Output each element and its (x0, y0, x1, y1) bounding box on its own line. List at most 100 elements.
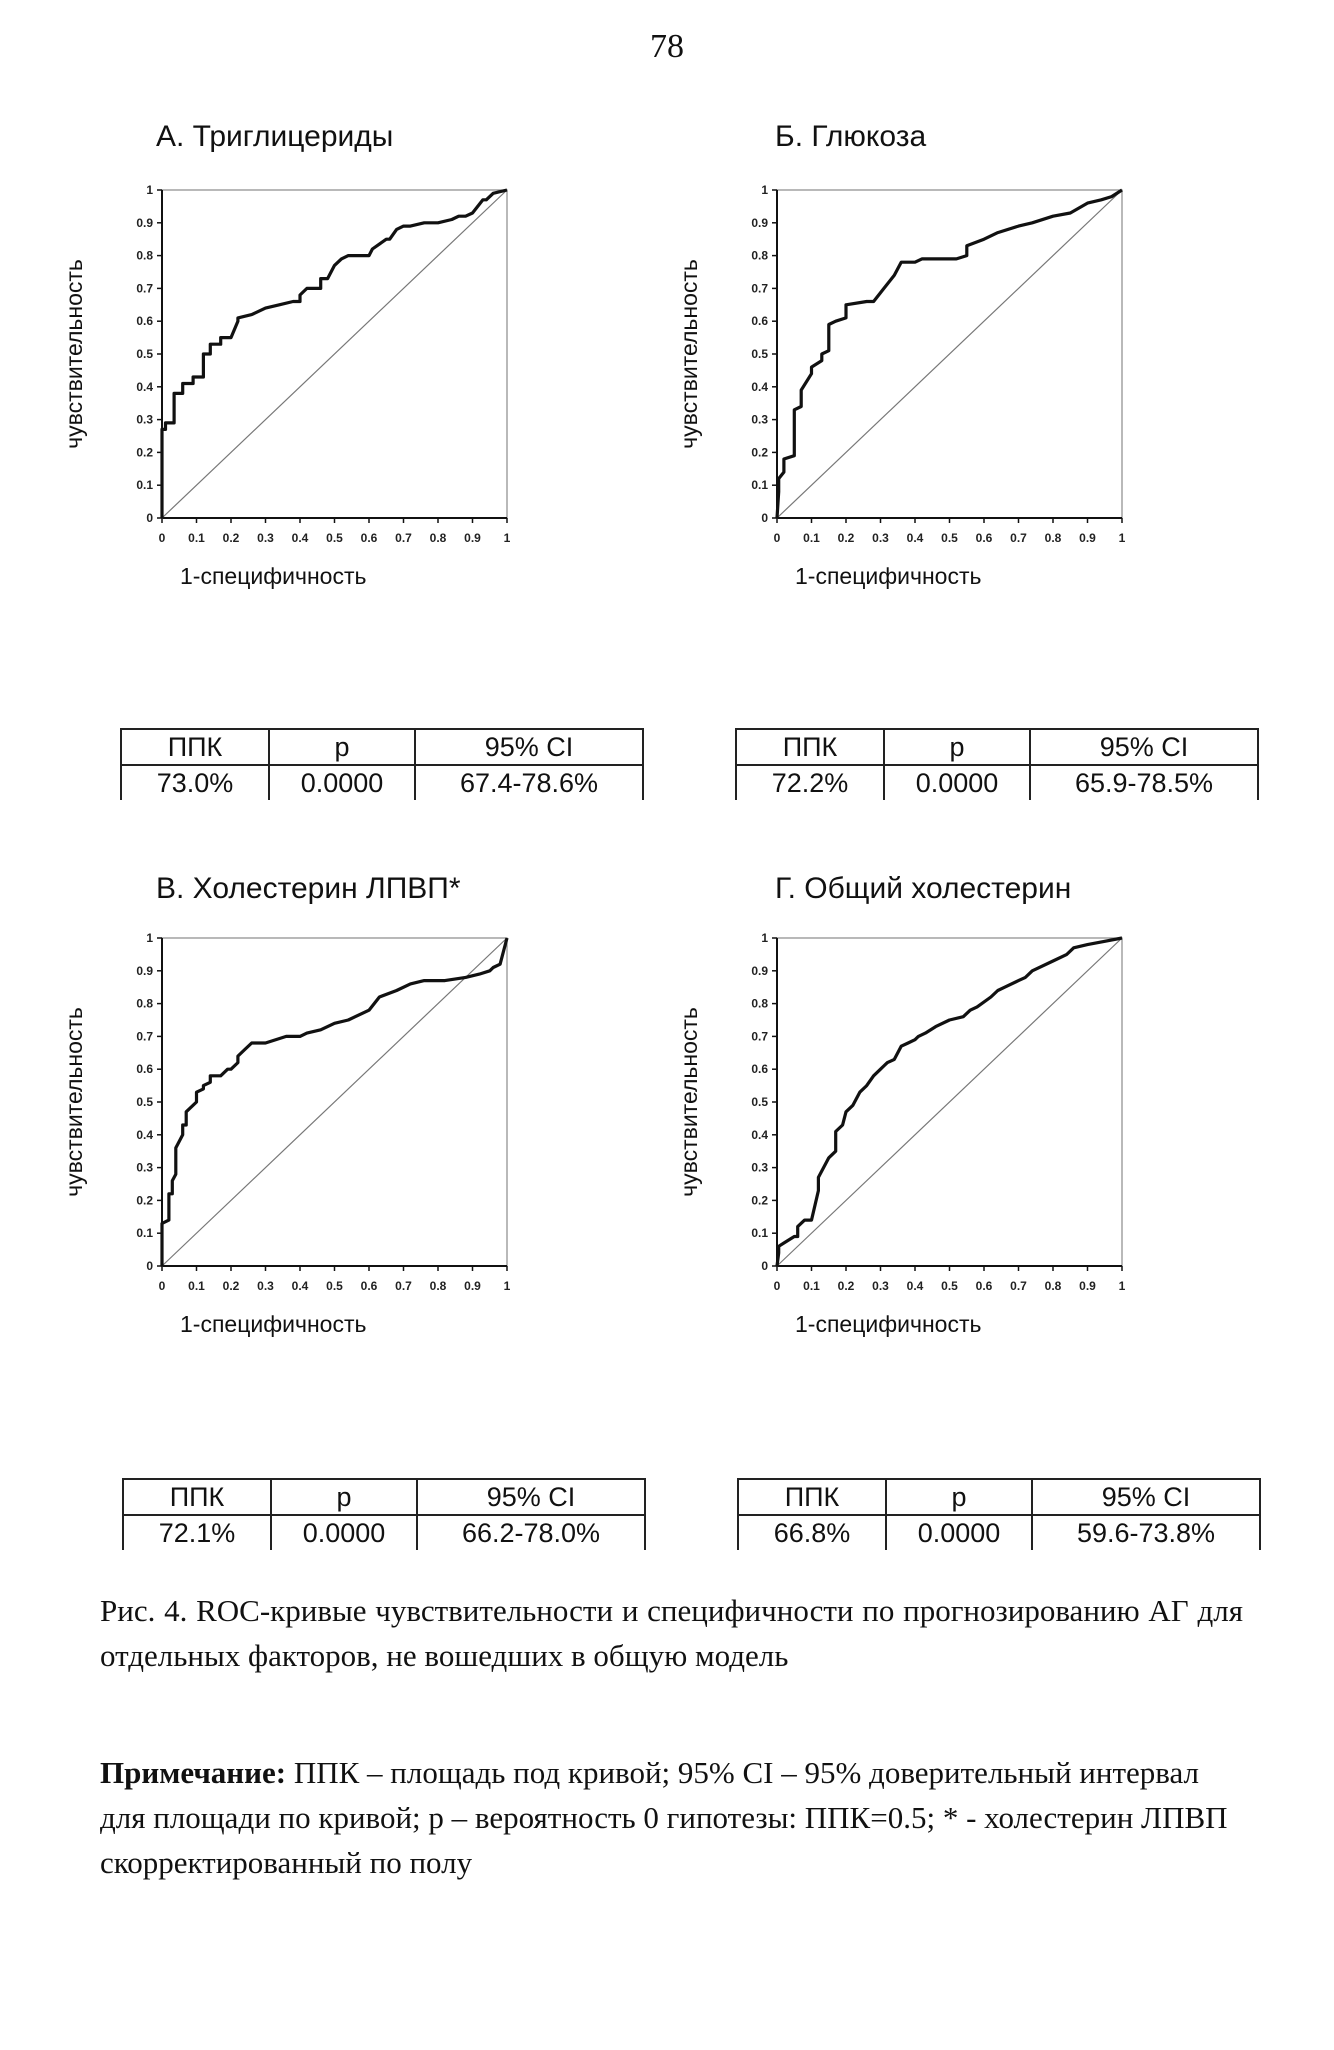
table-cell-p: 0.0000 (268, 764, 416, 800)
y-tick-label: 0 (146, 511, 153, 525)
y-tick-label: 0 (761, 511, 768, 525)
table-header-auc: ППК (120, 728, 270, 766)
y-tick-label: 0.4 (136, 1128, 153, 1142)
y-tick-label: 0.1 (751, 1226, 768, 1240)
stats-table-c: ППК p 95% CI 72.1% 0.0000 66.2-78.0% (122, 1478, 646, 1550)
panel-title-d: Г. Общий холестерин (775, 872, 1072, 905)
y-tick-label: 0.2 (751, 445, 768, 459)
table-cell-auc: 72.1% (122, 1514, 272, 1550)
x-tick-label: 0.7 (395, 531, 412, 545)
x-tick-label: 0.9 (464, 531, 481, 545)
roc-curve-line (160, 937, 509, 1266)
x-tick-label: 0.6 (976, 531, 993, 545)
roc-curve-line (775, 188, 1123, 519)
x-tick-label: 0.8 (1045, 531, 1062, 545)
table-cell-ci: 66.2-78.0% (416, 1514, 646, 1550)
x-tick-label: 0.5 (326, 1279, 343, 1293)
x-tick-label: 0.4 (292, 1279, 309, 1293)
y-tick-label: 0.1 (136, 478, 153, 492)
y-tick-label: 0.7 (751, 1029, 768, 1043)
y-tick-label: 0.3 (136, 1161, 153, 1175)
x-tick-label: 0.1 (188, 531, 205, 545)
reference-diagonal-line (776, 937, 1123, 1267)
x-tick-label: 0.9 (464, 1279, 481, 1293)
x-tick-label: 1 (1119, 531, 1126, 545)
y-tick-label: 0.8 (751, 249, 768, 263)
x-tick-label: 0.6 (361, 531, 378, 545)
y-tick-label: 0.1 (136, 1226, 153, 1240)
x-tick-label: 0.1 (803, 1279, 820, 1293)
y-tick-label: 0.2 (751, 1193, 768, 1207)
table-cell-auc: 72.2% (735, 764, 885, 800)
table-header-auc: ППК (735, 728, 885, 766)
y-tick-label: 0.9 (136, 964, 153, 978)
y-tick-label: 1 (146, 183, 153, 197)
table-cell-ci: 65.9-78.5% (1029, 764, 1259, 800)
y-tick-label: 0.5 (136, 347, 153, 361)
x-tick-label: 0 (159, 531, 166, 545)
x-tick-label: 0.9 (1079, 1279, 1096, 1293)
y-tick-label: 0.4 (751, 1128, 768, 1142)
x-tick-label: 0.8 (430, 531, 447, 545)
y-tick-label: 0 (761, 1259, 768, 1273)
x-tick-label: 1 (1119, 1279, 1126, 1293)
x-tick-label: 0 (774, 1279, 781, 1293)
x-tick-label: 0.5 (941, 1279, 958, 1293)
y-tick-label: 0.4 (751, 380, 768, 394)
table-header-p: p (883, 728, 1031, 766)
x-tick-label: 0.7 (1010, 531, 1027, 545)
table-cell-p: 0.0000 (885, 1514, 1033, 1550)
x-tick-label: 0.4 (292, 531, 309, 545)
x-tick-label: 0.5 (941, 531, 958, 545)
x-tick-label: 0.3 (872, 1279, 889, 1293)
y-axis-label: чувствительность (61, 259, 87, 449)
table-cell-ci: 59.6-73.8% (1031, 1514, 1261, 1550)
roc-curve-line (160, 188, 508, 518)
figure-note: Примечание: ППК – площадь под кривой; 95… (100, 1750, 1243, 1885)
x-tick-label: 0.7 (1010, 1279, 1027, 1293)
y-tick-label: 0.6 (751, 1062, 768, 1076)
table-header-ci: 95% CI (1031, 1478, 1261, 1516)
y-tick-label: 0.3 (136, 413, 153, 427)
y-tick-label: 1 (761, 183, 768, 197)
x-tick-label: 1 (504, 1279, 511, 1293)
y-tick-label: 0.8 (136, 249, 153, 263)
x-tick-label: 0.8 (1045, 1279, 1062, 1293)
x-tick-label: 0.1 (803, 531, 820, 545)
reference-diagonal-line (161, 937, 508, 1267)
table-header-auc: ППК (122, 1478, 272, 1516)
y-tick-label: 0.6 (136, 314, 153, 328)
y-tick-label: 0.9 (751, 964, 768, 978)
y-tick-label: 0.4 (136, 380, 153, 394)
x-tick-label: 0.1 (188, 1279, 205, 1293)
y-tick-label: 0 (146, 1259, 153, 1273)
x-tick-label: 0 (159, 1279, 166, 1293)
roc-chart-b: 0 0.1 0.2 0.3 0.4 0.5 0.6 0.7 0.8 0.9 1 0 0.1 0.2 0.3 0… (676, 183, 1126, 589)
y-tick-label: 0.5 (751, 1095, 768, 1109)
y-axis-label: чувствительность (61, 1007, 87, 1197)
x-tick-label: 0.3 (257, 1279, 274, 1293)
stats-table-b: ППК p 95% CI 72.2% 0.0000 65.9-78.5% (735, 728, 1259, 800)
stats-table-a: ППК p 95% CI 73.0% 0.0000 67.4-78.6% (120, 728, 644, 800)
y-tick-label: 0.8 (136, 997, 153, 1011)
x-tick-label: 0.5 (326, 531, 343, 545)
table-header-ci: 95% CI (416, 1478, 646, 1516)
y-tick-label: 0.2 (136, 1193, 153, 1207)
y-tick-label: 0.2 (136, 445, 153, 459)
note-text: ППК – площадь под кривой; 95% CI – 95% д… (100, 1755, 1228, 1880)
table-cell-auc: 73.0% (120, 764, 270, 800)
note-label: Примечание: (100, 1755, 287, 1790)
x-tick-label: 0.6 (361, 1279, 378, 1293)
x-tick-label: 0.9 (1079, 531, 1096, 545)
table-header-ci: 95% CI (1029, 728, 1259, 766)
x-tick-label: 0.2 (223, 531, 240, 545)
panel-title-c: В. Холестерин ЛПВП* (156, 872, 461, 905)
y-axis-label: чувствительность (676, 1007, 702, 1197)
x-tick-label: 1 (504, 531, 511, 545)
reference-diagonal-line (161, 189, 508, 519)
table-header-p: p (270, 1478, 418, 1516)
x-axis-label: 1-специфичность (795, 563, 981, 589)
x-tick-label: 0.2 (838, 1279, 855, 1293)
x-tick-label: 0.2 (223, 1279, 240, 1293)
y-tick-label: 1 (761, 931, 768, 945)
